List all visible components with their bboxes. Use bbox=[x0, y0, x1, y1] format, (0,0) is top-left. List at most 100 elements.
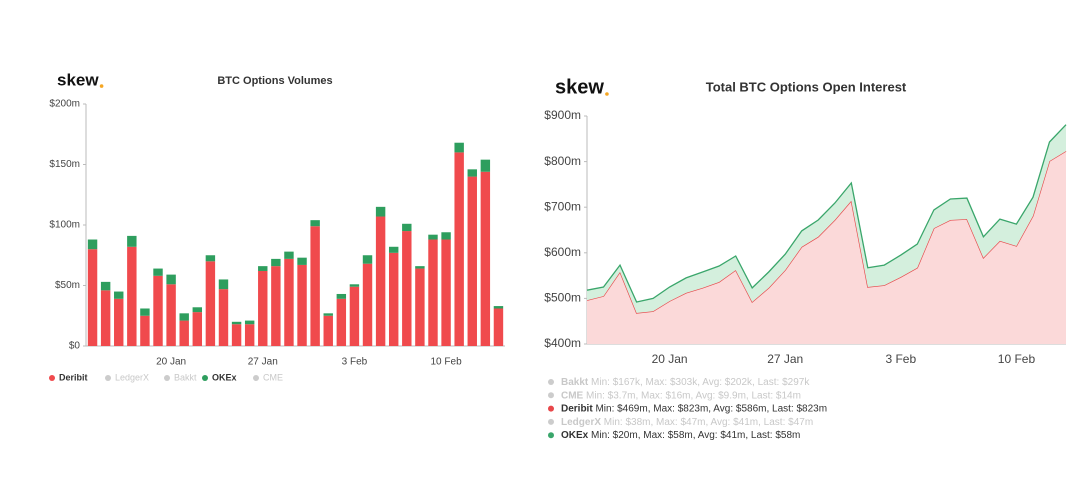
legend-marker bbox=[548, 405, 554, 412]
logo-dot bbox=[605, 92, 609, 96]
bar-segment bbox=[310, 226, 320, 346]
bar-segment bbox=[467, 176, 477, 346]
legend-label: LedgerX bbox=[115, 372, 149, 382]
bar-segment bbox=[258, 266, 268, 271]
chart-title: BTC Options Volumes bbox=[217, 75, 332, 87]
legend-label: Deribit bbox=[561, 403, 593, 414]
legend-stats: Min: $3.7m, Max: $16m, Avg: $9.9m, Last:… bbox=[586, 390, 801, 401]
bar-segment bbox=[349, 286, 360, 346]
legend-marker bbox=[164, 375, 170, 381]
bar-segment bbox=[375, 206, 386, 217]
x-tick-label: 20 Jan bbox=[652, 352, 688, 366]
bar-segment bbox=[454, 152, 464, 346]
x-tick-label: 20 Jan bbox=[156, 357, 186, 368]
legend-label: Bakkt bbox=[174, 372, 197, 382]
x-tick-label: 27 Jan bbox=[767, 352, 803, 366]
bar-segment bbox=[127, 235, 137, 247]
bar-segment bbox=[87, 239, 98, 250]
logo-dot bbox=[99, 84, 104, 88]
y-tick-label: $50m bbox=[55, 280, 80, 291]
bar-segment bbox=[231, 324, 242, 346]
legend-marker bbox=[253, 375, 259, 381]
area bbox=[587, 151, 1066, 344]
bar-segment bbox=[271, 258, 281, 267]
y-tick-label: $800m bbox=[544, 154, 581, 168]
bar-segment bbox=[140, 308, 150, 316]
x-tick-label: 10 Feb bbox=[431, 357, 463, 368]
legend-stats: Min: $38m, Max: $47m, Avg: $41m, Last: $… bbox=[604, 417, 813, 428]
area-line bbox=[586, 124, 1067, 303]
bar-segment bbox=[205, 255, 216, 262]
bar-segment bbox=[467, 169, 477, 177]
legend-label: CME bbox=[263, 372, 283, 382]
legend-entry: Bakkt Min: $167k, Max: $303k, Avg: $202k… bbox=[561, 377, 810, 388]
bar-segment bbox=[87, 249, 98, 346]
bar-segment bbox=[114, 291, 124, 299]
bar-segment bbox=[336, 298, 347, 346]
bar-segment bbox=[244, 320, 255, 325]
bar-segment bbox=[388, 252, 399, 346]
bar-segment bbox=[127, 246, 137, 346]
bar-segment bbox=[310, 220, 320, 227]
bar-segment bbox=[415, 266, 425, 269]
bar-segment bbox=[179, 313, 189, 321]
bar-segment bbox=[402, 223, 412, 232]
bar-segment bbox=[375, 216, 386, 346]
bar-segment bbox=[441, 239, 451, 346]
legend-entry: Deribit Min: $469m, Max: $823m, Avg: $58… bbox=[561, 403, 827, 414]
y-tick-label: $200m bbox=[49, 99, 80, 110]
legend-stats: Min: $469m, Max: $823m, Avg: $586m, Last… bbox=[595, 403, 827, 414]
chart-title: Total BTC Options Open Interest bbox=[706, 79, 907, 94]
legend-entry: LedgerX Min: $38m, Max: $47m, Avg: $41m,… bbox=[561, 417, 813, 428]
legend-marker bbox=[49, 375, 55, 381]
bar-segment bbox=[284, 251, 294, 259]
y-tick-label: $500m bbox=[544, 291, 581, 305]
y-tick-label: $900m bbox=[544, 108, 581, 122]
bar-segment bbox=[480, 159, 491, 172]
legend-label: Deribit bbox=[59, 372, 88, 382]
bar-segment bbox=[140, 315, 150, 346]
legend-marker bbox=[105, 375, 111, 381]
bar-segment bbox=[192, 307, 203, 313]
legend-marker bbox=[548, 432, 554, 439]
bar-segment bbox=[415, 268, 425, 346]
legend-label: LedgerX bbox=[561, 417, 601, 428]
bar-segment bbox=[323, 315, 333, 346]
bar-segment bbox=[362, 263, 373, 346]
logo: skew bbox=[57, 70, 99, 89]
y-tick-label: $700m bbox=[544, 199, 581, 213]
legend-entry: CME Min: $3.7m, Max: $16m, Avg: $9.9m, L… bbox=[561, 390, 801, 401]
x-tick-label: 27 Jan bbox=[248, 357, 278, 368]
bar-segment bbox=[297, 257, 307, 265]
y-tick-label: $150m bbox=[49, 159, 80, 170]
bar-segment bbox=[454, 142, 464, 153]
x-tick-label: 3 Feb bbox=[885, 352, 916, 366]
legend-label: OKEx bbox=[212, 372, 237, 382]
bar-segment bbox=[114, 298, 124, 346]
bar-segment bbox=[205, 261, 216, 346]
legend-marker bbox=[202, 375, 208, 381]
bar-segment bbox=[244, 324, 255, 346]
bar-segment bbox=[349, 284, 360, 287]
bar-segment bbox=[441, 232, 451, 240]
bar-segment bbox=[493, 306, 504, 309]
bar-segment bbox=[362, 255, 373, 264]
y-tick-label: $600m bbox=[544, 245, 581, 259]
bar-segment bbox=[153, 275, 163, 346]
bar-segment bbox=[231, 321, 242, 325]
bar-segment bbox=[271, 266, 281, 346]
legend-entry: OKEx Min: $20m, Max: $58m, Avg: $41m, La… bbox=[561, 430, 800, 441]
y-tick-label: $100m bbox=[49, 220, 80, 231]
bar-segment bbox=[336, 293, 347, 299]
x-tick-label: 10 Feb bbox=[998, 352, 1036, 366]
legend-label: Bakkt bbox=[561, 377, 589, 388]
bar-segment bbox=[297, 264, 307, 346]
bar-segment bbox=[323, 313, 333, 316]
bar-segment bbox=[493, 308, 504, 346]
bar-segment bbox=[166, 274, 176, 285]
bar-segment bbox=[218, 289, 229, 346]
bar-segment bbox=[153, 268, 163, 276]
legend-label: CME bbox=[561, 390, 584, 401]
bar-segment bbox=[428, 234, 438, 240]
